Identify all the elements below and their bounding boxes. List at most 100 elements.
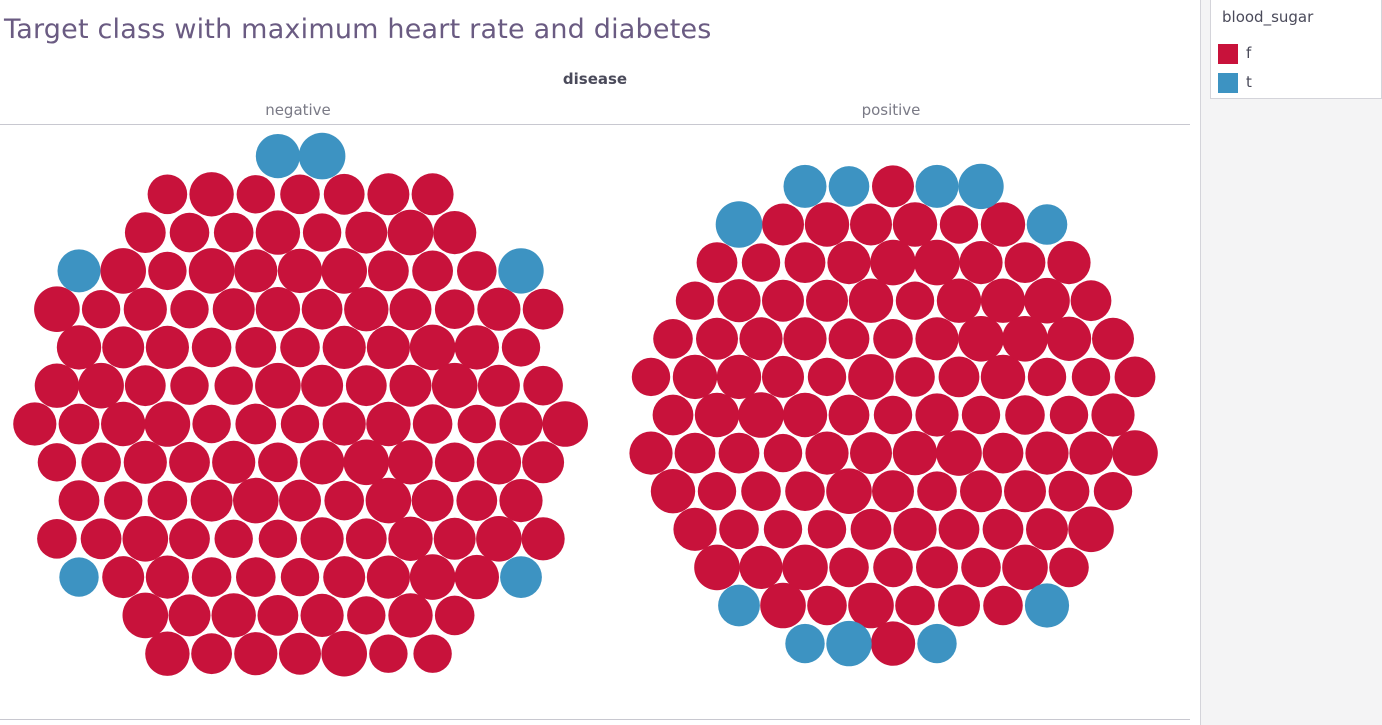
bubble-negative-f[interactable] bbox=[522, 288, 564, 330]
bubble-positive-f[interactable] bbox=[895, 281, 935, 320]
bubble-positive-f[interactable] bbox=[961, 395, 1001, 435]
bubble-positive-f[interactable] bbox=[785, 471, 825, 512]
bubble-positive-f[interactable] bbox=[917, 471, 957, 512]
bubble-positive-f[interactable] bbox=[696, 242, 738, 283]
bubble-negative-f[interactable] bbox=[169, 212, 210, 253]
bubble-positive-f[interactable] bbox=[980, 278, 1026, 323]
bubble-negative-f[interactable] bbox=[145, 631, 190, 676]
bubble-negative-f[interactable] bbox=[457, 404, 496, 444]
bubble-positive-f[interactable] bbox=[829, 547, 869, 588]
bubble-positive-f[interactable] bbox=[673, 507, 717, 551]
bubble-negative-f[interactable] bbox=[34, 363, 80, 408]
bubble-negative-f[interactable] bbox=[345, 211, 388, 254]
bubble-negative-f[interactable] bbox=[255, 287, 301, 332]
bubble-negative-f[interactable] bbox=[280, 327, 320, 368]
bubble-positive-f[interactable] bbox=[895, 585, 935, 626]
bubble-positive-t[interactable] bbox=[783, 164, 827, 208]
bubble-positive-f[interactable] bbox=[872, 165, 914, 208]
bubble-negative-f[interactable] bbox=[236, 175, 275, 214]
bubble-positive-f[interactable] bbox=[1046, 316, 1092, 361]
bubble-negative-f[interactable] bbox=[81, 442, 121, 483]
bubble-negative-f[interactable] bbox=[147, 480, 188, 521]
bubble-negative-f[interactable] bbox=[280, 174, 320, 215]
bubble-positive-f[interactable] bbox=[650, 469, 696, 514]
bubble-positive-f[interactable] bbox=[782, 544, 828, 591]
bubble-negative-f[interactable] bbox=[366, 325, 410, 369]
bubble-positive-f[interactable] bbox=[694, 392, 740, 438]
bubble-positive-f[interactable] bbox=[1092, 317, 1134, 360]
bubble-negative-f[interactable] bbox=[211, 593, 256, 638]
bubble-positive-f[interactable] bbox=[763, 510, 803, 549]
bubble-negative-f[interactable] bbox=[344, 287, 389, 332]
bubble-negative-f[interactable] bbox=[81, 290, 121, 329]
bubble-positive-f[interactable] bbox=[739, 317, 783, 361]
bubble-negative-f[interactable] bbox=[101, 401, 146, 447]
bubble-negative-t[interactable] bbox=[59, 557, 99, 597]
bubble-positive-f[interactable] bbox=[762, 279, 804, 322]
bubble-negative-f[interactable] bbox=[321, 630, 368, 677]
bubble-positive-f[interactable] bbox=[763, 433, 803, 473]
bubble-negative-f[interactable] bbox=[255, 210, 301, 255]
bubble-positive-f[interactable] bbox=[872, 470, 914, 513]
bubble-negative-f[interactable] bbox=[212, 440, 256, 484]
bubble-positive-f[interactable] bbox=[827, 241, 871, 285]
bubble-positive-f[interactable] bbox=[870, 239, 916, 286]
bubble-negative-f[interactable] bbox=[169, 518, 210, 560]
bubble-positive-f[interactable] bbox=[807, 357, 847, 397]
bubble-negative-f[interactable] bbox=[123, 440, 167, 484]
bubble-positive-t[interactable] bbox=[915, 164, 959, 208]
bubble-positive-f[interactable] bbox=[936, 430, 982, 476]
bubble-positive-f[interactable] bbox=[895, 357, 935, 397]
bubble-positive-f[interactable] bbox=[807, 510, 847, 549]
bubble-positive-f[interactable] bbox=[982, 432, 1024, 474]
bubble-negative-f[interactable] bbox=[499, 402, 543, 446]
bubble-negative-f[interactable] bbox=[368, 250, 409, 292]
bubble-negative-f[interactable] bbox=[434, 442, 475, 483]
bubble-negative-f[interactable] bbox=[434, 289, 475, 330]
bubble-positive-f[interactable] bbox=[1004, 242, 1046, 283]
bubble-positive-f[interactable] bbox=[719, 509, 759, 550]
bubble-positive-f[interactable] bbox=[892, 202, 938, 247]
bubble-negative-f[interactable] bbox=[454, 325, 499, 370]
bubble-negative-f[interactable] bbox=[409, 554, 456, 600]
bubble-negative-f[interactable] bbox=[347, 596, 386, 635]
bubble-negative-f[interactable] bbox=[301, 364, 344, 407]
bubble-negative-f[interactable] bbox=[104, 481, 143, 520]
bubble-negative-f[interactable] bbox=[388, 593, 433, 638]
bubble-positive-f[interactable] bbox=[716, 354, 762, 400]
bubble-negative-f[interactable] bbox=[235, 327, 277, 368]
bubble-positive-f[interactable] bbox=[806, 279, 848, 322]
bubble-negative-f[interactable] bbox=[499, 479, 543, 523]
bubble-positive-t[interactable] bbox=[958, 163, 1004, 210]
bubble-negative-t[interactable] bbox=[298, 132, 346, 180]
bubble-negative-f[interactable] bbox=[412, 404, 453, 444]
bubble-positive-f[interactable] bbox=[848, 354, 894, 400]
bubble-negative-f[interactable] bbox=[170, 290, 209, 329]
bubble-negative-f[interactable] bbox=[189, 172, 234, 217]
bubble-negative-f[interactable] bbox=[102, 326, 145, 369]
bubble-negative-f[interactable] bbox=[169, 441, 210, 483]
bubble-negative-f[interactable] bbox=[255, 362, 301, 409]
bubble-negative-f[interactable] bbox=[542, 401, 588, 447]
bubble-negative-f[interactable] bbox=[56, 325, 102, 370]
bubble-negative-f[interactable] bbox=[366, 401, 411, 447]
bubble-negative-f[interactable] bbox=[369, 634, 408, 673]
bubble-negative-f[interactable] bbox=[366, 555, 410, 599]
bubble-positive-f[interactable] bbox=[870, 621, 916, 666]
bubble-positive-f[interactable] bbox=[848, 582, 894, 629]
bubble-positive-t[interactable] bbox=[785, 623, 825, 664]
bubble-negative-f[interactable] bbox=[148, 251, 187, 291]
bubble-negative-f[interactable] bbox=[37, 519, 77, 559]
bubble-negative-f[interactable] bbox=[145, 555, 189, 599]
bubble-positive-f[interactable] bbox=[653, 319, 693, 359]
bubble-negative-f[interactable] bbox=[13, 402, 57, 446]
bubble-negative-f[interactable] bbox=[145, 325, 189, 369]
bubble-positive-f[interactable] bbox=[938, 356, 980, 398]
bubble-negative-f[interactable] bbox=[299, 440, 345, 485]
bubble-negative-f[interactable] bbox=[501, 328, 541, 367]
bubble-positive-f[interactable] bbox=[782, 392, 828, 438]
bubble-negative-f[interactable] bbox=[389, 364, 432, 407]
bubble-positive-f[interactable] bbox=[915, 317, 959, 361]
bubble-positive-t[interactable] bbox=[1024, 583, 1070, 628]
bubble-positive-f[interactable] bbox=[1112, 430, 1158, 476]
